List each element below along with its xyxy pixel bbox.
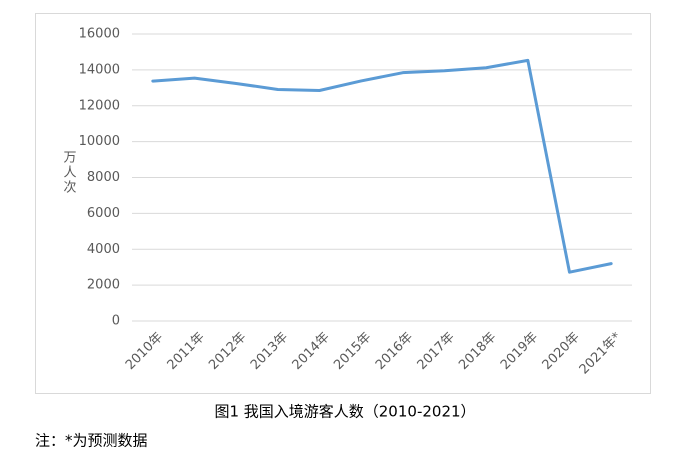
y-tick-label: 0 [112,314,120,329]
y-axis-label: 万人次 [61,150,77,195]
note: 注：*为预测数据 [35,432,148,450]
chart-frame [35,13,651,394]
x-tick-label: 2010年 [123,330,166,373]
x-tick-label: 2011年 [165,330,208,373]
x-tick-label: 2015年 [331,330,374,373]
y-tick-label: 8000 [87,170,120,185]
x-tick-label: 2019年 [498,330,541,373]
y-tick-label: 4000 [87,242,120,257]
y-tick-label: 14000 [79,62,120,77]
y-tick-label: 6000 [87,206,120,221]
y-tick-label: 2000 [87,278,120,293]
caption: 图1 我国入境游客人数（2010-2021） [214,403,475,421]
x-tick-label: 2021年* [577,329,625,377]
y-tick-label: 16000 [79,27,120,42]
x-tick-label: 2017年 [415,330,458,373]
x-tick-label: 2018年 [456,330,499,373]
y-tick-label: 10000 [79,134,120,149]
x-tick-label: 2013年 [248,330,291,373]
data-line [151,58,613,274]
y-tick-label: 12000 [79,98,120,113]
x-tick-label: 2016年 [373,330,416,373]
x-tick-label: 2014年 [290,330,333,373]
x-tick-label: 2012年 [206,330,249,373]
